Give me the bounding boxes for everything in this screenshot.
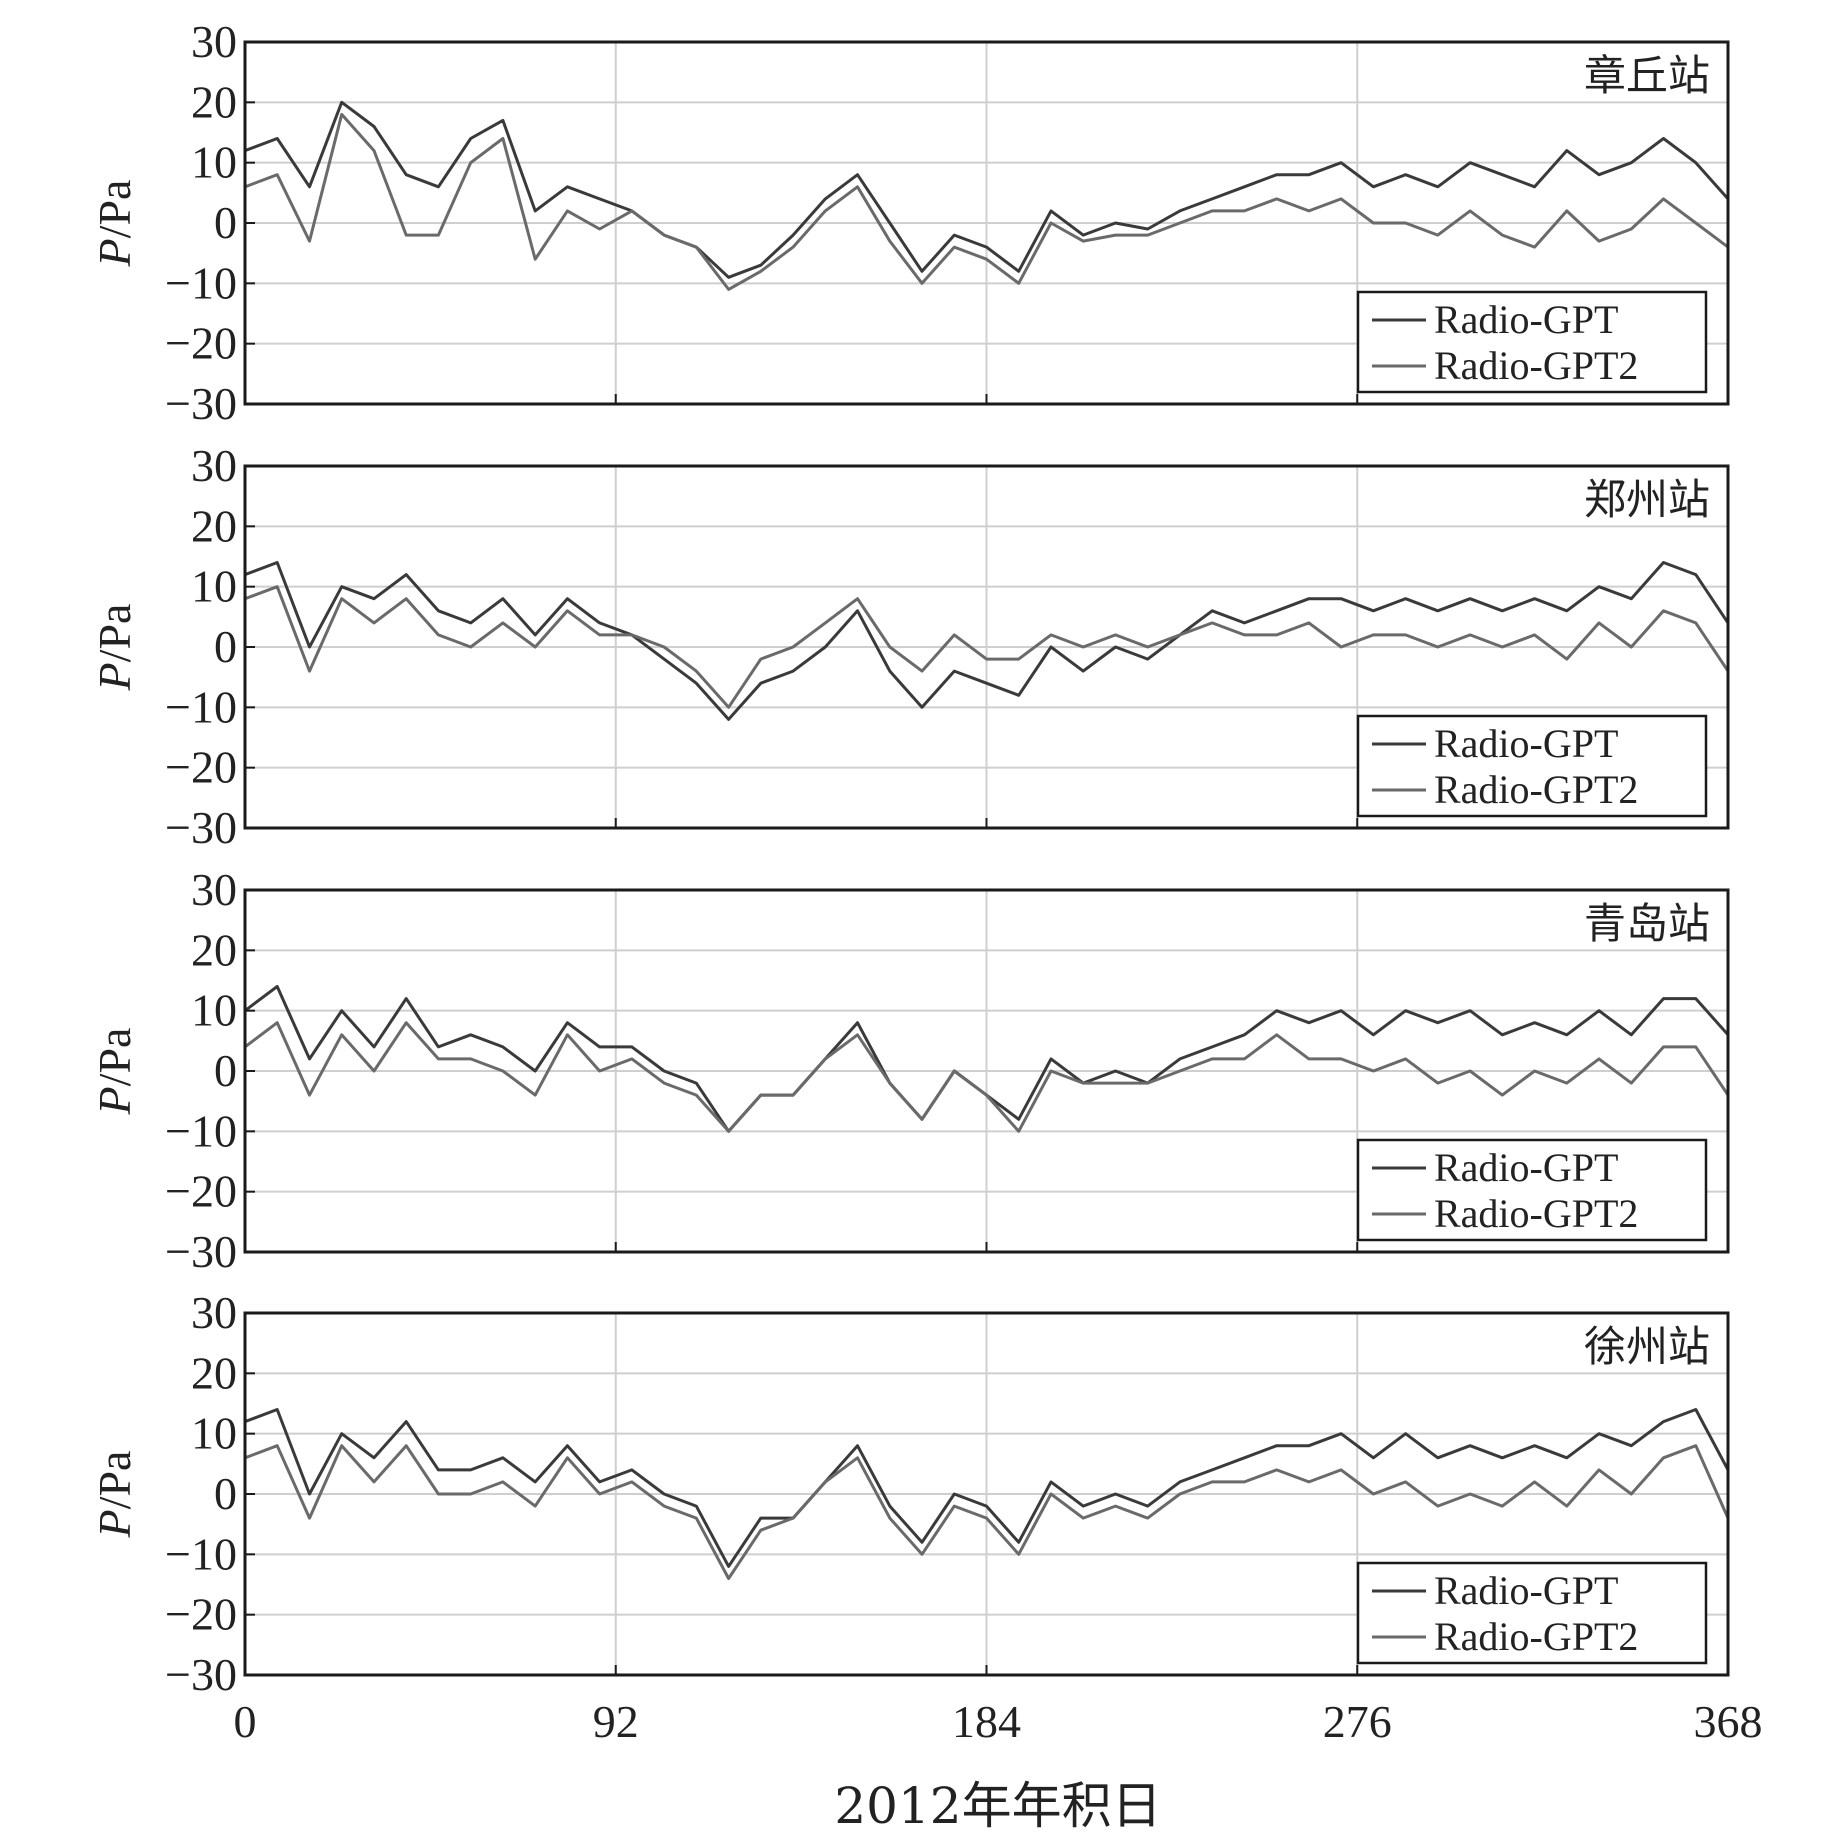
- legend-entry: Radio-GPT: [1434, 1568, 1618, 1613]
- y-tick-label: −20: [165, 318, 237, 369]
- series-line-radio-gpt2: [245, 112, 1728, 291]
- panel-2: 30 20 10 0 −10 −20 −30 P/Pa 郑州站 Radio-GPTRadio-GP…: [89, 440, 1730, 853]
- y-tick-label: −20: [165, 1589, 237, 1640]
- y-tick-label: 20: [191, 76, 237, 127]
- x-tick-label: 184: [952, 1696, 1021, 1747]
- y-tick-label: 0: [214, 1468, 237, 1519]
- legend-entry: Radio-GPT: [1434, 721, 1618, 766]
- panel-1: 30 20 10 0 −10 −20 −30 P/Pa 章丘站 Radio-GPTRadio-GP…: [89, 16, 1730, 429]
- legend-entry: Radio-GPT2: [1434, 1191, 1638, 1236]
- station-label: 青岛站: [1584, 899, 1710, 948]
- y-tick-label: 20: [191, 1347, 237, 1398]
- panel-3: 30 20 10 0 −10 −20 −30 P/Pa 青岛站 Radio-GPTRadio-GP…: [89, 864, 1730, 1277]
- series-line-radio-gpt2: [245, 585, 1728, 709]
- legend-entry: Radio-GPT: [1434, 1145, 1618, 1190]
- y-tick-label: 10: [191, 561, 237, 612]
- y-tick-label: −10: [165, 1528, 237, 1579]
- y-tick-label: 0: [214, 621, 237, 672]
- y-tick-label: 30: [191, 440, 237, 491]
- y-tick-label: 10: [191, 985, 237, 1036]
- series-line-radio-gpt2: [245, 1021, 1728, 1133]
- x-tick-label: 0: [234, 1696, 257, 1747]
- x-tick-label: 276: [1323, 1696, 1392, 1747]
- series-line-radio-gpt2: [245, 1444, 1728, 1580]
- y-tick-label: 0: [214, 1045, 237, 1096]
- station-label: 郑州站: [1584, 475, 1710, 524]
- series-line-radio-gpt: [245, 1408, 1728, 1568]
- y-axis-label: P/Pa: [89, 604, 140, 692]
- y-axis-label: P/Pa: [89, 1028, 140, 1116]
- station-label: 章丘站: [1584, 51, 1710, 100]
- y-axis-label: P/Pa: [89, 1451, 140, 1539]
- y-axis-label: P/Pa: [89, 180, 140, 268]
- station-label: 徐州站: [1584, 1322, 1710, 1371]
- x-axis-ticks: 0 92 184 276 368: [234, 1696, 1763, 1747]
- y-tick-label: 30: [191, 864, 237, 915]
- panel-4: 30 20 10 0 −10 −20 −30 P/Pa 徐州站 Radio-GPTRadio-GP…: [89, 1287, 1730, 1700]
- y-tick-label: 20: [191, 924, 237, 975]
- y-tick-label: −30: [165, 1226, 237, 1277]
- x-tick-label: 368: [1694, 1696, 1763, 1747]
- legend-entry: Radio-GPT2: [1434, 1614, 1638, 1659]
- y-tick-label: 10: [191, 1408, 237, 1459]
- x-axis-label: 2012年年积日: [834, 1777, 1161, 1835]
- series-line-radio-gpt: [245, 100, 1728, 279]
- y-tick-label: −20: [165, 742, 237, 793]
- y-tick-label: 10: [191, 137, 237, 188]
- series-line-radio-gpt: [245, 561, 1728, 721]
- y-tick-label: −30: [165, 1649, 237, 1700]
- y-tick-label: −20: [165, 1166, 237, 1217]
- x-tick-label: 92: [593, 1696, 639, 1747]
- y-tick-label: −30: [165, 802, 237, 853]
- legend-entry: Radio-GPT2: [1434, 343, 1638, 388]
- legend-entry: Radio-GPT: [1434, 297, 1618, 342]
- y-tick-label: 0: [214, 197, 237, 248]
- legend-entry: Radio-GPT2: [1434, 767, 1638, 812]
- y-tick-label: −30: [165, 378, 237, 429]
- y-tick-label: 30: [191, 16, 237, 67]
- y-tick-label: −10: [165, 681, 237, 732]
- y-tick-label: 30: [191, 1287, 237, 1338]
- y-tick-label: 20: [191, 500, 237, 551]
- y-tick-label: −10: [165, 1105, 237, 1156]
- y-tick-label: −10: [165, 257, 237, 308]
